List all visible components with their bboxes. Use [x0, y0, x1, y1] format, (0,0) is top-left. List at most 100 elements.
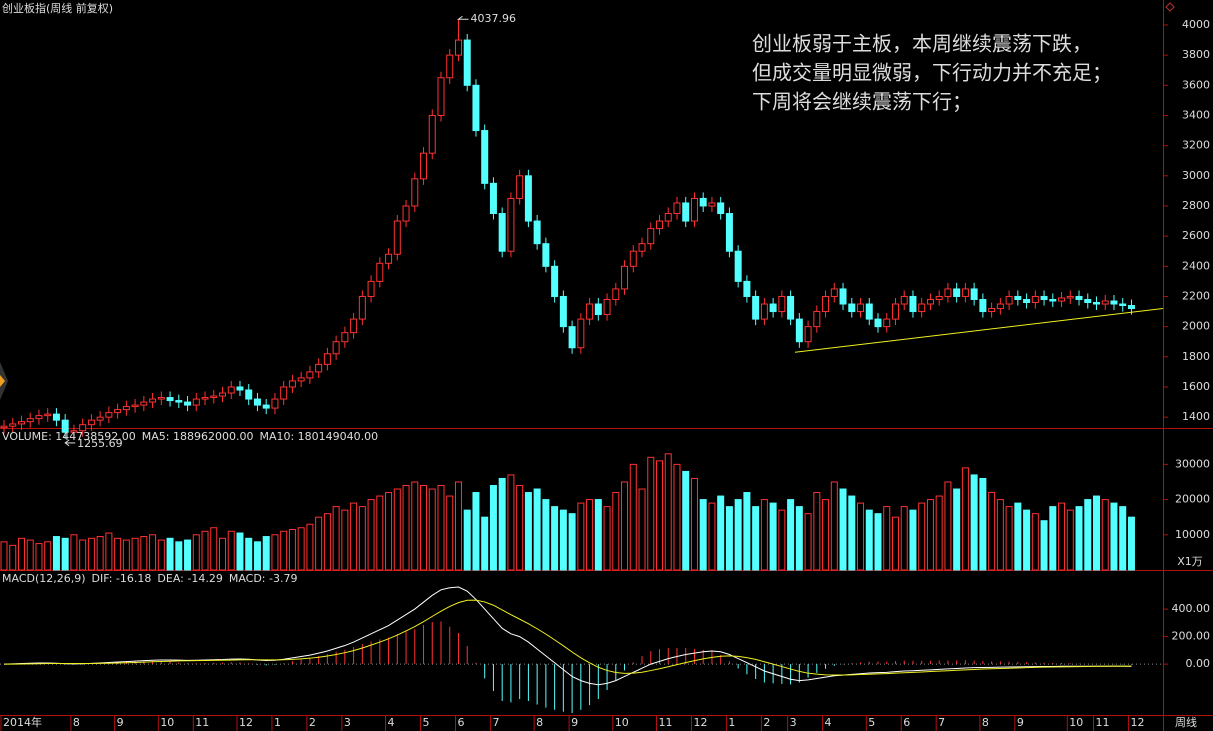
- x-tick-label: 12: [239, 716, 253, 729]
- y-tick-label: 2000: [1182, 320, 1210, 333]
- volume-bar: [883, 506, 891, 571]
- indicator-header: MA5: 188962000.00: [142, 430, 254, 443]
- volume-bar: [149, 534, 157, 571]
- candle-body: [52, 413, 60, 421]
- candle-body: [542, 243, 550, 267]
- candle-body: [857, 303, 865, 313]
- volume-bar: [970, 474, 978, 571]
- candle-body: [988, 308, 996, 313]
- volume-bar: [568, 513, 576, 571]
- candle-body: [690, 197, 698, 222]
- annotation: 下周将会继续震荡下行；: [752, 90, 972, 114]
- volume-bar: [979, 477, 987, 571]
- candle-body: [769, 303, 777, 313]
- candle-body: [227, 386, 235, 394]
- candle-body: [1031, 295, 1039, 304]
- volume-bar: [778, 509, 786, 571]
- candle-body: [44, 413, 52, 417]
- candle-body: [87, 419, 95, 426]
- volume-bar: [629, 463, 637, 571]
- volume-bar: [210, 527, 218, 571]
- volume-bar: [306, 523, 314, 571]
- candle-body: [918, 303, 926, 313]
- indicator-header: DEA: -14.29: [157, 572, 222, 585]
- volume-bar: [542, 499, 550, 571]
- candle-body: [603, 298, 611, 316]
- volume-bar: [489, 484, 497, 571]
- candle-body: [621, 265, 629, 290]
- candle-body: [1127, 305, 1135, 310]
- candle-body: [970, 288, 978, 300]
- volume-bar: [664, 453, 672, 571]
- volume-bar: [1014, 502, 1022, 571]
- volume-bar: [9, 544, 17, 571]
- x-tick-label: 7: [492, 716, 499, 729]
- indicator-header: MA10: 180149040.00: [259, 430, 378, 443]
- indicator-header: MACD: -3.79: [229, 572, 298, 585]
- y-tick-label: 4000: [1182, 18, 1210, 31]
- candle-body: [1110, 300, 1118, 305]
- candle-body: [1058, 297, 1066, 302]
- candle-body: [297, 377, 305, 382]
- unit-label: X1万: [1177, 555, 1203, 568]
- x-tick-label: 1: [728, 716, 735, 729]
- candle-body: [70, 430, 78, 433]
- volume-bar: [35, 543, 43, 571]
- candle-body: [664, 213, 672, 222]
- candle-body: [481, 130, 489, 184]
- volume-bar: [1049, 506, 1057, 571]
- volume-bar: [682, 470, 690, 571]
- y-tick-label: 2800: [1182, 199, 1210, 212]
- y-tick-label: 400.00: [1172, 602, 1211, 615]
- volume-bar: [900, 506, 908, 571]
- volume-bar: [760, 499, 768, 571]
- volume-bar: [621, 481, 629, 571]
- candle-body: [926, 298, 934, 305]
- volume-bar: [358, 506, 366, 571]
- y-tick-label: 20000: [1175, 493, 1210, 506]
- y-tick-label: 200.00: [1172, 630, 1211, 643]
- volume-bar: [656, 460, 663, 571]
- volume-bar: [1005, 506, 1013, 571]
- volume-bar: [131, 537, 139, 571]
- volume-bar: [393, 488, 401, 571]
- candle-body: [332, 341, 340, 355]
- volume-bar: [813, 492, 821, 571]
- x-tick-label: 4: [825, 716, 832, 729]
- candle-body: [935, 295, 943, 300]
- y-tick-label: 3200: [1182, 139, 1210, 152]
- volume-bar: [795, 506, 803, 571]
- candle-body: [428, 114, 436, 154]
- candle-body: [184, 401, 192, 406]
- candle-body: [839, 288, 847, 305]
- corner-icon[interactable]: [1165, 2, 1175, 12]
- volume-bar: [839, 488, 847, 571]
- y-tick-label: 10000: [1175, 528, 1210, 541]
- volume-bar: [437, 484, 445, 571]
- volume-bar: [454, 481, 462, 571]
- volume-bar: [17, 537, 25, 571]
- x-tick-label: 11: [195, 716, 209, 729]
- candle-body: [944, 288, 952, 297]
- candle-body: [673, 202, 681, 215]
- candle-body: [131, 404, 139, 408]
- candle-body: [0, 425, 8, 429]
- volume-bar: [699, 499, 707, 571]
- volume-bar: [926, 499, 934, 571]
- candle-body: [848, 303, 856, 313]
- candle-body: [288, 380, 296, 388]
- volume-bar: [341, 509, 349, 571]
- volume-bar: [428, 488, 436, 571]
- candle-body: [454, 39, 462, 56]
- volume-bar: [874, 513, 882, 571]
- candle-body: [1066, 295, 1074, 299]
- candle-body: [586, 303, 594, 320]
- x-tick-label: 6: [457, 716, 464, 729]
- candle-body: [647, 228, 655, 245]
- volume-bar: [996, 499, 1004, 571]
- volume-bar: [332, 506, 340, 571]
- candle-body: [1101, 300, 1109, 305]
- volume-bar: [830, 481, 838, 571]
- volume-bar: [1127, 516, 1135, 571]
- candle-body: [813, 311, 821, 328]
